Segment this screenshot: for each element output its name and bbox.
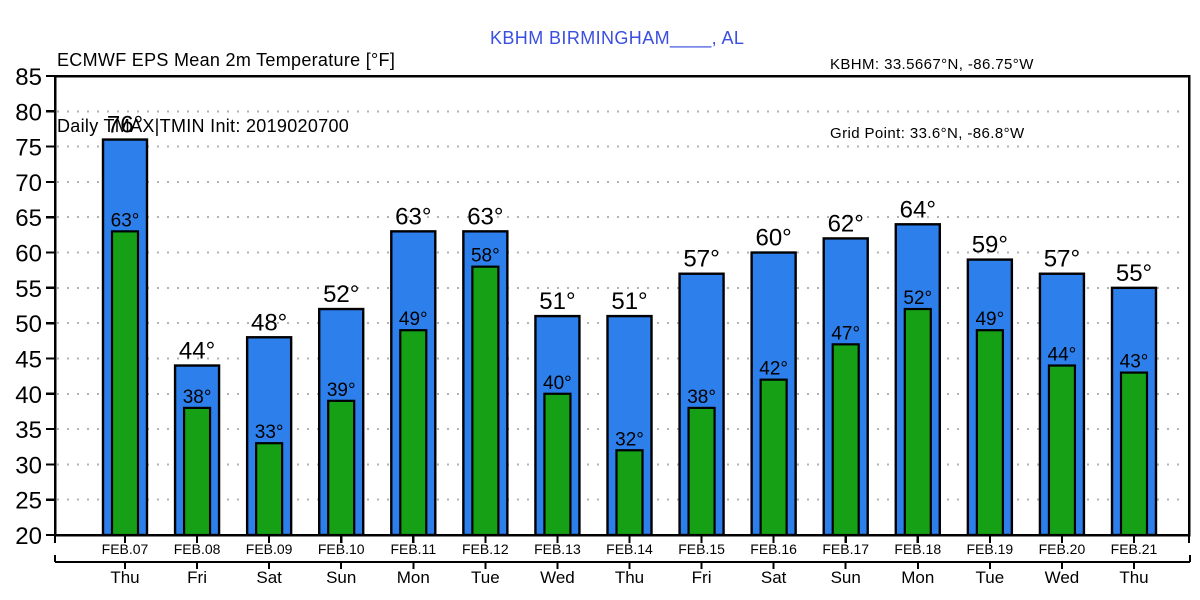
tmin-value-label: 49°	[399, 309, 428, 330]
y-axis-label: 80	[15, 99, 42, 126]
day-label: Thu	[615, 568, 644, 587]
y-axis-label: 35	[15, 417, 42, 444]
day-label: Tue	[471, 568, 500, 587]
tmin-value-label: 63°	[111, 210, 140, 231]
tmin-value-label: 43°	[1120, 352, 1149, 373]
tmax-value-label: 51°	[611, 288, 647, 315]
y-axis-label: 60	[15, 241, 42, 268]
plot-frame	[53, 74, 1191, 537]
tmax-value-label: 57°	[683, 246, 719, 273]
tmin-value-label: 44°	[1048, 345, 1077, 366]
tmin-bar	[1119, 371, 1149, 537]
chart-title: ECMWF EPS Mean 2m Temperature [°F]	[57, 50, 396, 70]
day-label: Sun	[326, 568, 356, 587]
date-label: FEB.10	[318, 541, 365, 557]
tmin-bar	[543, 392, 572, 537]
date-label: FEB.19	[967, 541, 1014, 557]
tmax-value-label: 63°	[395, 203, 431, 230]
tmin-value-label: 52°	[903, 288, 932, 309]
tmin-bar	[975, 329, 1004, 537]
y-axis-label: 85	[15, 64, 42, 91]
y-axis-label: 70	[15, 170, 42, 197]
date-label: FEB.17	[822, 541, 869, 557]
tmax-value-label: 52°	[323, 281, 359, 308]
chart-subtitle: Daily TMAX|TMIN Init: 2019020700	[57, 116, 350, 136]
tmin-value-label: 32°	[615, 429, 644, 450]
tmax-value-label: 57°	[1044, 246, 1080, 273]
date-label: FEB.16	[750, 541, 797, 557]
date-label: FEB.08	[174, 541, 221, 557]
y-axis-label: 75	[15, 135, 42, 162]
date-label: FEB.09	[246, 541, 293, 557]
chart-title-block: ECMWF EPS Mean 2m Temperature [°F] Daily…	[57, 5, 395, 181]
tmin-bar	[903, 307, 932, 537]
tmax-value-label: 51°	[539, 288, 575, 315]
day-label: Thu	[110, 568, 139, 587]
station-info-block: KBHM: 33.5667°N, -86.75°W Grid Point: 33…	[830, 7, 1034, 191]
date-label: FEB.11	[390, 541, 436, 557]
day-label: Sat	[761, 568, 787, 587]
tmax-value-label: 44°	[179, 338, 215, 365]
tmin-value-label: 58°	[471, 246, 500, 267]
tmin-value-label: 40°	[543, 373, 572, 394]
day-label: Wed	[1045, 568, 1080, 587]
day-label: Sun	[831, 568, 861, 587]
tmax-value-label: 76°	[107, 112, 143, 139]
tmin-bar	[687, 406, 716, 537]
y-axis-label: 30	[15, 452, 42, 479]
tmin-bar	[471, 265, 500, 537]
station-coordinates: KBHM: 33.5667°N, -86.75°W	[830, 56, 1034, 73]
tmin-value-label: 39°	[327, 380, 356, 401]
tmin-bar	[110, 230, 140, 537]
tmin-bar	[255, 442, 284, 537]
date-label: FEB.12	[462, 541, 509, 557]
tmax-value-label: 48°	[251, 309, 287, 336]
day-label: Sat	[256, 568, 282, 587]
date-label: FEB.13	[534, 541, 581, 557]
tmin-bar	[831, 343, 860, 537]
date-label: FEB.14	[606, 541, 653, 557]
date-label: FEB.15	[678, 541, 725, 557]
tmax-value-label: 62°	[828, 210, 864, 237]
tmin-value-label: 47°	[831, 323, 860, 344]
date-label: FEB.20	[1039, 541, 1086, 557]
tmin-bar	[182, 406, 212, 537]
tmin-bar	[327, 399, 356, 537]
day-label: Wed	[540, 568, 575, 587]
y-axis-label: 45	[15, 346, 42, 373]
grid-point-coordinates: Grid Point: 33.6°N, -86.8°W	[830, 125, 1025, 142]
tmin-value-label: 38°	[687, 387, 716, 408]
tmax-value-label: 60°	[755, 225, 791, 252]
tmax-value-label: 64°	[900, 196, 936, 223]
day-label: Mon	[901, 568, 934, 587]
date-label: FEB.18	[894, 541, 941, 557]
station-name: KBHM BIRMINGHAM____, AL	[490, 28, 745, 48]
y-axis-label: 25	[15, 488, 42, 515]
day-label: Thu	[1119, 568, 1148, 587]
tmin-value-label: 38°	[183, 387, 212, 408]
tmax-value-label: 59°	[972, 232, 1008, 259]
day-label: Fri	[187, 568, 207, 587]
date-label: FEB.07	[102, 541, 149, 557]
y-axis-label: 55	[15, 276, 42, 303]
day-label: Tue	[976, 568, 1005, 587]
tmax-value-label: 55°	[1116, 260, 1152, 287]
day-label: Mon	[397, 568, 430, 587]
tmin-value-label: 49°	[975, 309, 1004, 330]
tmin-value-label: 42°	[759, 359, 788, 380]
tmin-value-label: 33°	[255, 422, 284, 443]
tmax-value-label: 63°	[467, 203, 503, 230]
tmin-bar	[759, 378, 788, 537]
day-label: Fri	[692, 568, 712, 587]
y-axis-label: 20	[15, 523, 42, 550]
y-axis-label: 65	[15, 205, 42, 232]
tmin-bar	[399, 329, 428, 537]
date-label: FEB.21	[1111, 541, 1158, 557]
tmin-bar	[1047, 364, 1077, 537]
tmin-bar	[615, 449, 644, 537]
y-axis-label: 50	[15, 311, 42, 338]
y-axis-label: 40	[15, 382, 42, 409]
